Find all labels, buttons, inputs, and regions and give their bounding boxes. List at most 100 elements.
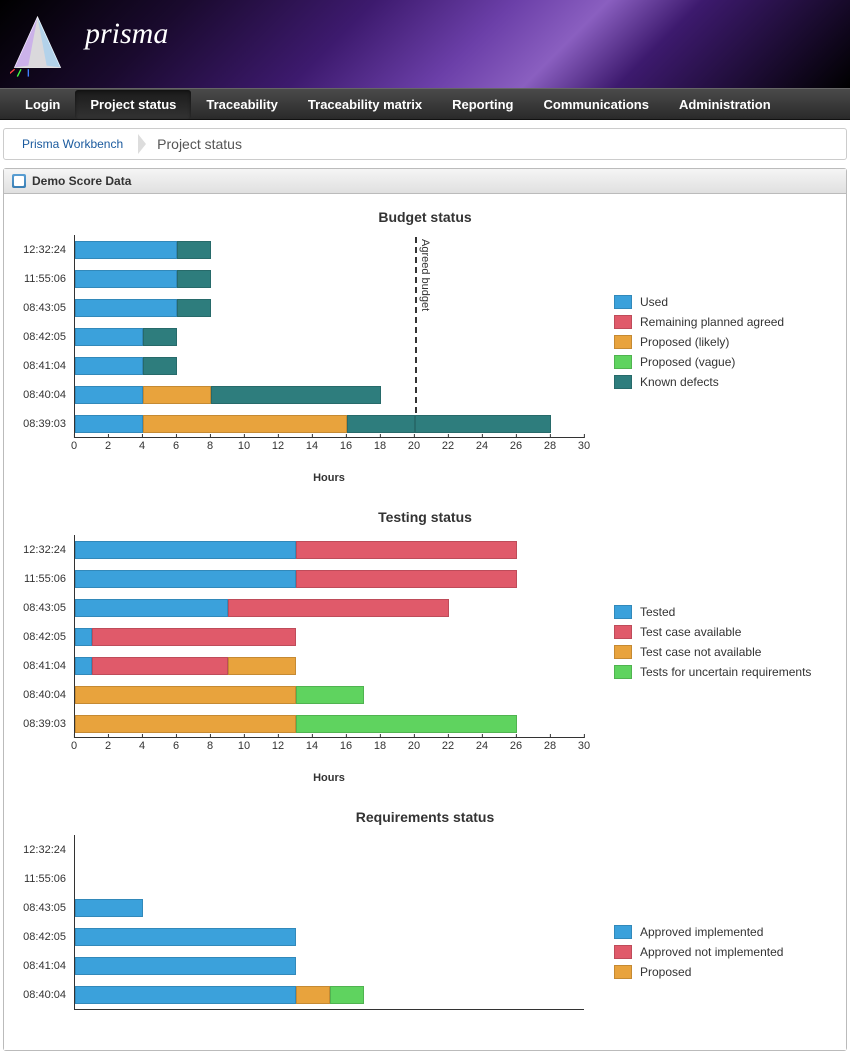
legend-swatch	[614, 645, 632, 659]
nav-item-traceability[interactable]: Traceability	[191, 90, 293, 119]
x-axis-label: Hours	[74, 472, 584, 484]
chart-title: Testing status	[14, 509, 836, 525]
legend-label: Proposed (likely)	[640, 335, 729, 349]
bar-row	[75, 380, 584, 409]
bar-segment	[92, 657, 228, 675]
bar-segment	[228, 657, 296, 675]
y-label: 08:41:04	[14, 951, 74, 980]
bar-row	[75, 709, 584, 738]
legend-swatch	[614, 355, 632, 369]
y-label: 08:39:03	[14, 409, 74, 438]
y-label: 11:55:06	[14, 564, 74, 593]
legend: Used Remaining planned agreed Proposed (li…	[614, 235, 784, 438]
bar-segment	[228, 599, 449, 617]
bar-segment	[92, 628, 296, 646]
y-label: 08:41:04	[14, 351, 74, 380]
bar-segment	[75, 628, 92, 646]
breadcrumb: Prisma Workbench Project status	[3, 128, 847, 160]
bar-segment	[296, 570, 517, 588]
legend-item: Tests for uncertain requirements	[614, 665, 811, 679]
bar-row	[75, 293, 584, 322]
y-label: 11:55:06	[14, 264, 74, 293]
y-label: 08:40:04	[14, 380, 74, 409]
bar-segment	[75, 386, 143, 404]
legend-item: Test case not available	[614, 645, 811, 659]
x-tick: 4	[139, 440, 145, 452]
nav-item-project-status[interactable]: Project status	[75, 90, 191, 119]
nav-item-login[interactable]: Login	[10, 90, 75, 119]
legend: Approved implemented Approved not impleme…	[614, 835, 783, 1010]
y-label: 08:43:05	[14, 293, 74, 322]
legend-item: Approved implemented	[614, 925, 783, 939]
nav-item-communications[interactable]: Communications	[528, 90, 663, 119]
legend-swatch	[614, 965, 632, 979]
nav-item-reporting[interactable]: Reporting	[437, 90, 528, 119]
plot-area	[74, 835, 584, 1010]
x-tick: 14	[306, 440, 318, 452]
x-tick: 30	[578, 440, 590, 452]
y-label: 08:43:05	[14, 893, 74, 922]
x-tick: 12	[272, 740, 284, 752]
y-label: 08:41:04	[14, 651, 74, 680]
bar-segment	[75, 986, 296, 1004]
legend-item: Test case available	[614, 625, 811, 639]
bar-segment	[143, 357, 177, 375]
y-label: 08:42:05	[14, 622, 74, 651]
bar-row	[75, 835, 584, 864]
bar-segment	[296, 541, 517, 559]
legend-swatch	[614, 665, 632, 679]
y-label: 08:40:04	[14, 680, 74, 709]
bar-row	[75, 651, 584, 680]
bar-row	[75, 351, 584, 380]
panel-body: Budget status12:32:2411:55:0608:43:0508:…	[4, 194, 846, 1050]
chart-title: Requirements status	[14, 809, 836, 825]
x-tick: 22	[442, 740, 454, 752]
legend-swatch	[614, 945, 632, 959]
legend: TestedTest case availableTest case not a…	[614, 535, 811, 738]
bar-segment	[75, 541, 296, 559]
y-label: 12:32:24	[14, 535, 74, 564]
legend-item: Proposed	[614, 965, 783, 979]
legend-item: Proposed (vague)	[614, 355, 784, 369]
legend-item: Remaining planned agreed	[614, 315, 784, 329]
bar-segment	[330, 986, 364, 1004]
chart-budget-status: Budget status12:32:2411:55:0608:43:0508:…	[14, 209, 836, 484]
legend-label: Proposed (vague)	[640, 355, 735, 369]
x-tick: 18	[374, 440, 386, 452]
x-tick: 0	[71, 440, 77, 452]
legend-swatch	[614, 625, 632, 639]
bar-segment	[75, 899, 143, 917]
bar-segment	[75, 241, 177, 259]
bar-row	[75, 864, 584, 893]
nav-item-administration[interactable]: Administration	[664, 90, 786, 119]
chart-testing-status: Testing status12:32:2411:55:0608:43:0508…	[14, 509, 836, 784]
bar-row	[75, 564, 584, 593]
x-tick: 10	[238, 740, 250, 752]
bar-segment	[177, 270, 211, 288]
legend-item: Approved not implemented	[614, 945, 783, 959]
y-label: 08:39:03	[14, 709, 74, 738]
y-axis-labels: 12:32:2411:55:0608:43:0508:42:0508:41:04…	[14, 835, 74, 1010]
panel-header: Demo Score Data	[4, 169, 846, 194]
x-tick: 2	[105, 740, 111, 752]
bar-row	[75, 951, 584, 980]
x-axis-label: Hours	[74, 772, 584, 784]
legend-swatch	[614, 335, 632, 349]
nav-item-traceability-matrix[interactable]: Traceability matrix	[293, 90, 437, 119]
chart-requirements-status: Requirements status 12:32:2411:55:0608:43…	[14, 809, 836, 1010]
y-label: 11:55:06	[14, 864, 74, 893]
prism-logo-icon	[10, 12, 65, 77]
y-label: 08:42:05	[14, 922, 74, 951]
x-tick: 28	[544, 740, 556, 752]
bar-segment	[143, 328, 177, 346]
breadcrumb-home-link[interactable]: Prisma Workbench	[14, 135, 131, 153]
x-axis: 024681012141618202224262830	[74, 440, 584, 454]
legend-item: Used	[614, 295, 784, 309]
bar-segment	[177, 241, 211, 259]
legend-item: Known defects	[614, 375, 784, 389]
bar-row	[75, 922, 584, 951]
bar-segment	[75, 299, 177, 317]
bar-row	[75, 593, 584, 622]
brand-name: prisma	[85, 17, 168, 51]
bar-segment	[75, 686, 296, 704]
